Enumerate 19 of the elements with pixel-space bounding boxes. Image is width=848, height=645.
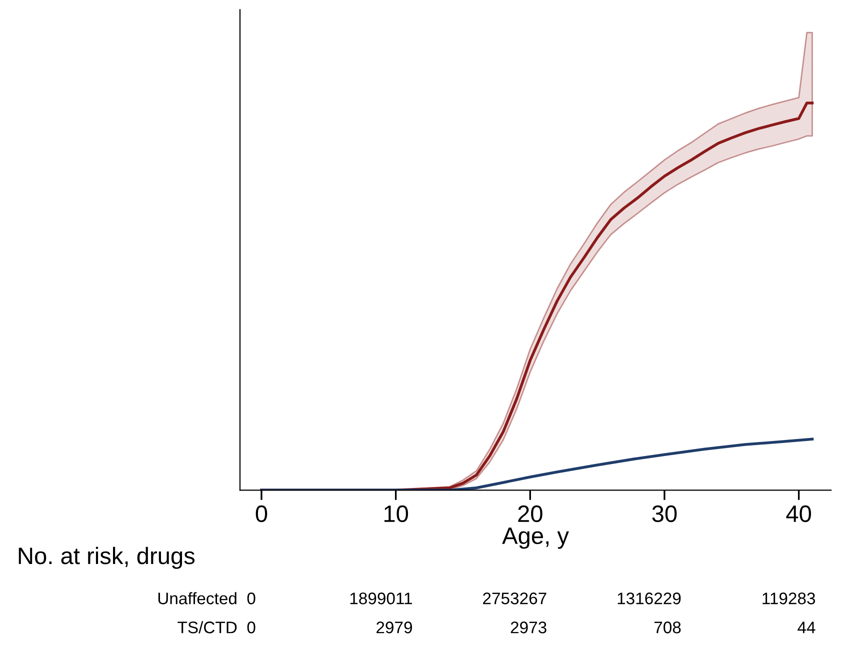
- x-axis-title: Age, y: [502, 528, 569, 549]
- text: 0: [247, 592, 256, 604]
- text: 2973: [510, 622, 546, 634]
- text: 1899011: [350, 592, 412, 604]
- text: 1316229: [618, 592, 681, 604]
- text: 119283: [762, 592, 816, 604]
- text: No. at risk, drugs: [18, 546, 195, 569]
- text: Unaffected: [158, 592, 236, 604]
- x-tick-label: 10: [384, 505, 408, 522]
- text: 2979: [376, 622, 412, 634]
- text: TS/CTD: [178, 621, 237, 634]
- text: 2753267: [483, 592, 546, 604]
- x-tick-label: 30: [652, 505, 677, 522]
- text: 0: [247, 622, 256, 634]
- text: 708: [654, 622, 681, 634]
- x-tick-label: 0: [256, 505, 268, 522]
- x-tick-label: 20: [518, 505, 542, 522]
- text: 44: [798, 622, 816, 634]
- x-tick-label: 40: [786, 505, 812, 522]
